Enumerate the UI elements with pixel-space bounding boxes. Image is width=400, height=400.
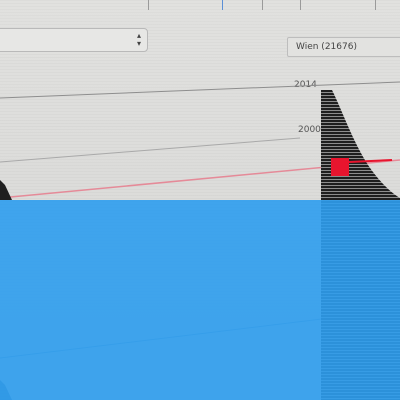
selected-point <box>331 158 349 176</box>
color-overlay <box>0 200 400 400</box>
area-series-left <box>0 180 12 200</box>
guide-line <box>0 82 400 98</box>
guide-line <box>0 138 300 162</box>
